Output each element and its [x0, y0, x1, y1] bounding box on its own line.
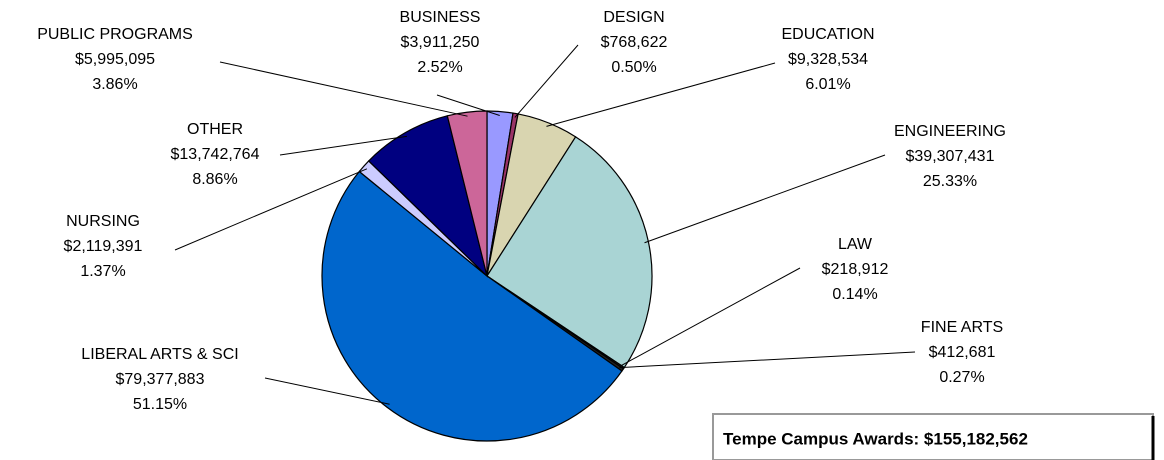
pie-slice	[446, 110, 488, 277]
leader-line	[436, 94, 500, 116]
percent-label: 2.52%	[417, 59, 462, 76]
percent-label: 0.50%	[611, 59, 656, 76]
leader-line	[644, 154, 886, 244]
leader-line	[279, 135, 407, 156]
slice-label: ENGINEERING	[894, 123, 1006, 140]
percent-label: 0.14%	[832, 286, 877, 303]
percent-label: 0.27%	[939, 369, 984, 386]
slice-label: LAW	[838, 236, 873, 253]
leader-line	[264, 377, 390, 405]
value-label: $412,681	[929, 344, 996, 361]
slice-label: BUSINESS	[400, 9, 481, 26]
leader-line	[514, 44, 579, 118]
percent-label: 25.33%	[923, 173, 977, 190]
value-label: $13,742,764	[171, 146, 260, 163]
value-label: $39,307,431	[906, 148, 995, 165]
slice-label: PUBLIC PROGRAMS	[37, 26, 193, 43]
slice-label: LIBERAL ARTS & SCI	[81, 346, 238, 363]
slice-label: EDUCATION	[781, 26, 874, 43]
value-label: $218,912	[822, 261, 889, 278]
percent-label: 6.01%	[805, 76, 850, 93]
percent-label: 8.86%	[192, 171, 237, 188]
leader-line	[620, 267, 801, 367]
value-label: $5,995,095	[75, 51, 155, 68]
annotation-box	[712, 413, 1154, 460]
slice-label: OTHER	[187, 121, 243, 138]
leader-line	[174, 168, 368, 251]
value-label: $2,119,391	[64, 238, 143, 255]
value-label: $3,911,250	[401, 34, 480, 51]
percent-label: 51.15%	[133, 396, 187, 413]
annotation: Tempe Campus Awards: $155,182,562	[723, 429, 1028, 448]
slice-label: FINE ARTS	[921, 319, 1003, 336]
pie-slice	[367, 115, 489, 278]
value-label: $9,328,534	[788, 51, 868, 68]
percent-label: 3.86%	[92, 76, 137, 93]
value-label: $79,377,883	[116, 371, 205, 388]
leader-line	[546, 62, 776, 127]
slice-label: NURSING	[66, 213, 140, 230]
slice-label: DESIGN	[603, 9, 664, 26]
leader-line	[219, 61, 468, 117]
value-label: $768,622	[601, 34, 668, 51]
leader-line	[619, 351, 916, 369]
percent-label: 1.37%	[80, 263, 125, 280]
pie-slice	[486, 136, 653, 369]
pie-slice	[321, 170, 623, 442]
